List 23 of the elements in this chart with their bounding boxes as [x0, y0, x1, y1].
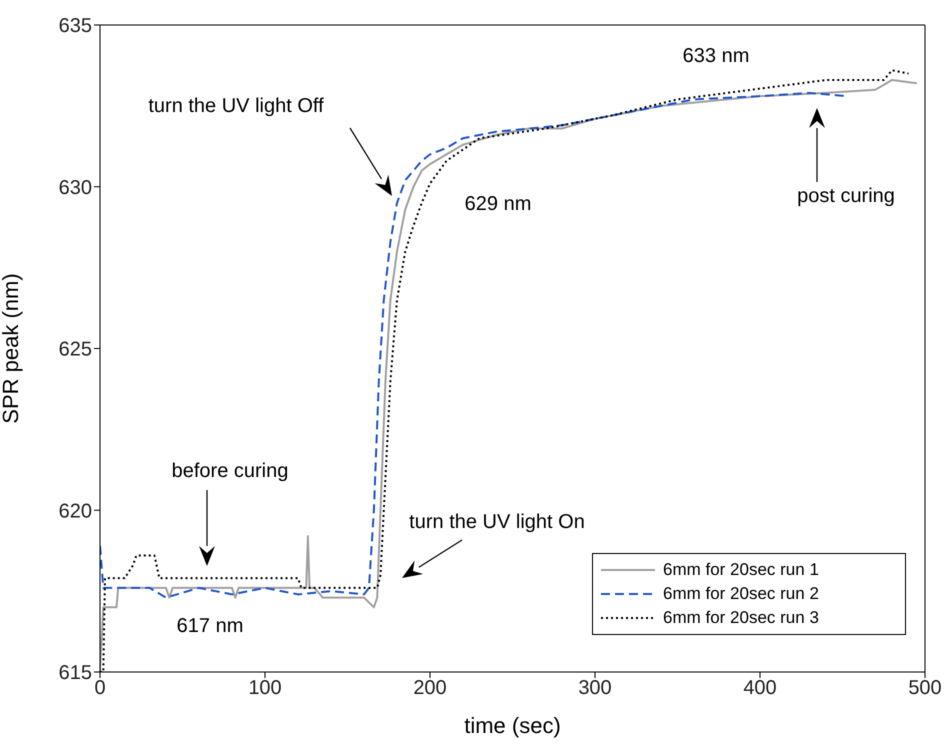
x-tick-label: 500: [908, 677, 942, 700]
annotation: 617 nm: [176, 615, 244, 637]
annotation: before curing: [172, 460, 288, 482]
legend-label: 6mm for 20sec run 1: [663, 560, 819, 580]
x-tick-label: 200: [413, 677, 447, 700]
x-tick-label: 0: [94, 677, 106, 700]
x-axis-title: time (sec): [464, 713, 561, 738]
annotation: 633 nm: [682, 45, 750, 67]
annotation: post curing: [797, 185, 895, 207]
legend-label: 6mm for 20sec run 3: [663, 608, 819, 628]
annotation: turn the UV light On: [409, 511, 585, 533]
y-tick-label: 620: [58, 500, 92, 522]
y-tick-label: 615: [58, 662, 92, 684]
x-tick-label: 300: [578, 677, 612, 700]
y-tick-label: 635: [58, 15, 92, 38]
annotation: turn the UV light Off: [148, 95, 324, 117]
y-tick-label: 630: [58, 176, 92, 199]
y-axis-title: SPR peak (nm): [0, 273, 23, 424]
x-tick-label: 400: [743, 677, 777, 700]
annotation: 629 nm: [464, 193, 532, 215]
y-tick-label: 625: [58, 338, 92, 361]
legend-label: 6mm for 20sec run 2: [663, 584, 819, 604]
x-tick-label: 100: [248, 677, 282, 700]
